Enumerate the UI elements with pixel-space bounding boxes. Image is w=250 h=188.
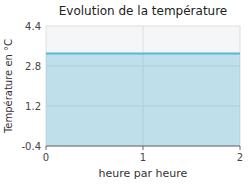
y-tick-label: -0.4 [21, 141, 41, 152]
plot-area [46, 54, 240, 147]
x-tick-label: 1 [140, 152, 146, 163]
y-tick-label: 4.4 [25, 21, 41, 32]
y-tick-label: 1.2 [25, 101, 41, 112]
x-axis-label: heure par heure [99, 167, 188, 180]
plot-background [46, 26, 240, 146]
x-tick [143, 146, 144, 150]
y-grid-line [46, 146, 240, 147]
x-tick [46, 146, 47, 150]
x-tick [240, 146, 241, 150]
x-tick-label: 2 [237, 152, 243, 163]
title: Evolution de la température [59, 4, 228, 18]
area [46, 54, 240, 147]
x-axis-line [46, 146, 240, 147]
chart: -0.4 1.2 2.8 4.4 0 1 2 Evolution de la températ… [0, 0, 250, 188]
x-tick-label: 0 [43, 152, 49, 163]
y-axis-label: Température en °C [3, 39, 14, 134]
y-tick-label: 2.8 [25, 61, 41, 72]
line [46, 53, 240, 55]
